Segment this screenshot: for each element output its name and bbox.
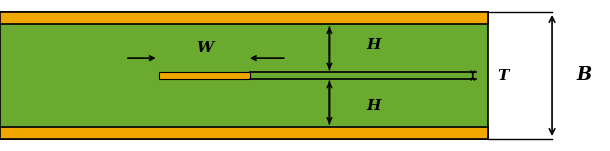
Bar xyxy=(0,12,488,24)
Bar xyxy=(159,72,250,79)
Bar xyxy=(0,12,488,139)
Text: B: B xyxy=(576,66,592,85)
Text: W: W xyxy=(196,41,213,55)
Text: H: H xyxy=(366,38,381,52)
Bar xyxy=(0,127,488,139)
Text: T: T xyxy=(497,69,509,82)
Text: H: H xyxy=(366,99,381,113)
